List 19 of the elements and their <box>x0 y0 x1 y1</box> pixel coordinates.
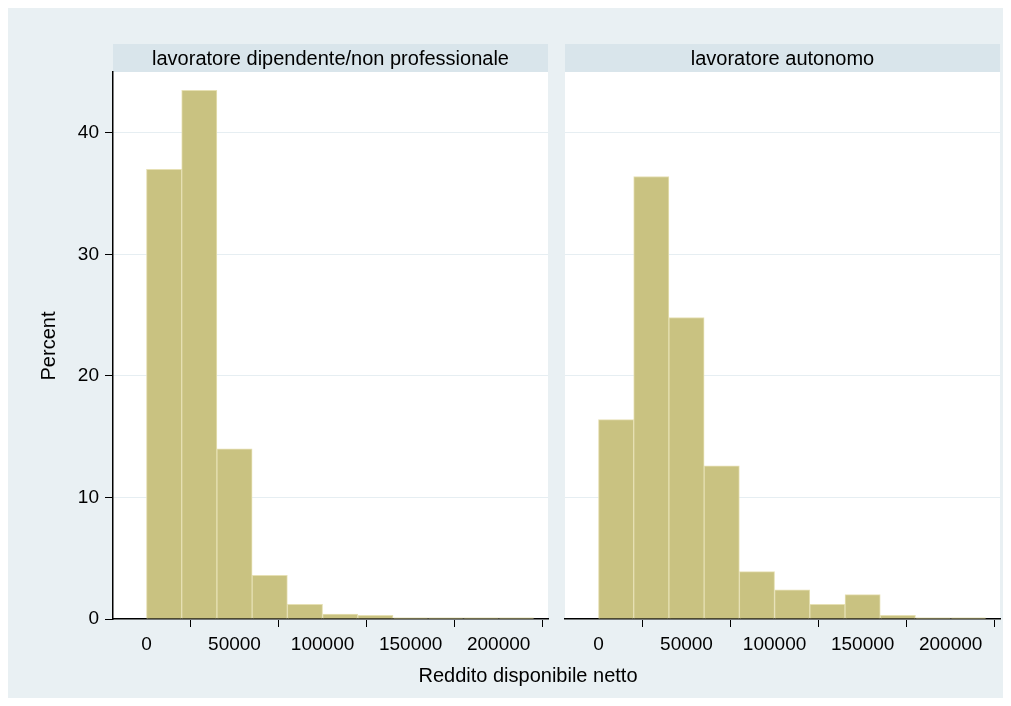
chart-title: lavoratore dipendente/non professionale <box>113 44 548 72</box>
y-tick-label: 40 <box>77 121 99 143</box>
x-tick-label: 100000 <box>290 632 355 654</box>
y-tick-label: 0 <box>88 607 99 629</box>
x-tick-label: 50000 <box>660 632 713 654</box>
y-tick-label: 30 <box>77 242 99 264</box>
x-tick-label: 150000 <box>830 632 895 654</box>
y-tick-label: 10 <box>77 485 99 507</box>
y-axis-title: Percent <box>36 311 60 380</box>
x-tick-label: 200000 <box>918 632 983 654</box>
chart-title: lavoratore autonomo <box>565 44 1000 72</box>
x-tick-label: 150000 <box>378 632 443 654</box>
x-axis-title: Reddito disponibile netto <box>418 664 638 687</box>
y-tick-label: 20 <box>77 364 99 386</box>
x-tick-label: 0 <box>141 632 152 654</box>
x-tick-label: 100000 <box>742 632 807 654</box>
x-tick-label: 50000 <box>208 632 261 654</box>
x-tick-label: 200000 <box>466 632 531 654</box>
x-tick-label: 0 <box>593 632 604 654</box>
